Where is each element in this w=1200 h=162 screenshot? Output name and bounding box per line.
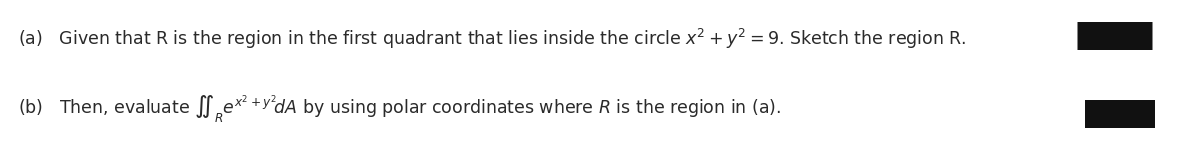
FancyBboxPatch shape bbox=[1078, 22, 1152, 50]
FancyBboxPatch shape bbox=[1085, 100, 1154, 128]
Text: (a)   Given that R is the region in the first quadrant that lies inside the circ: (a) Given that R is the region in the fi… bbox=[18, 27, 966, 51]
Text: (b)   Then, evaluate $\iint_R e^{x^2+y^2}\!dA$ by using polar coordinates where : (b) Then, evaluate $\iint_R e^{x^2+y^2}\… bbox=[18, 94, 781, 126]
